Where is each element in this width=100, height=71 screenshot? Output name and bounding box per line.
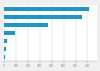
Bar <box>4 7 89 11</box>
Bar <box>4 31 15 35</box>
Bar <box>4 39 7 43</box>
Bar <box>4 55 5 59</box>
Bar <box>4 23 48 27</box>
Bar <box>4 47 6 51</box>
Bar <box>4 15 81 19</box>
